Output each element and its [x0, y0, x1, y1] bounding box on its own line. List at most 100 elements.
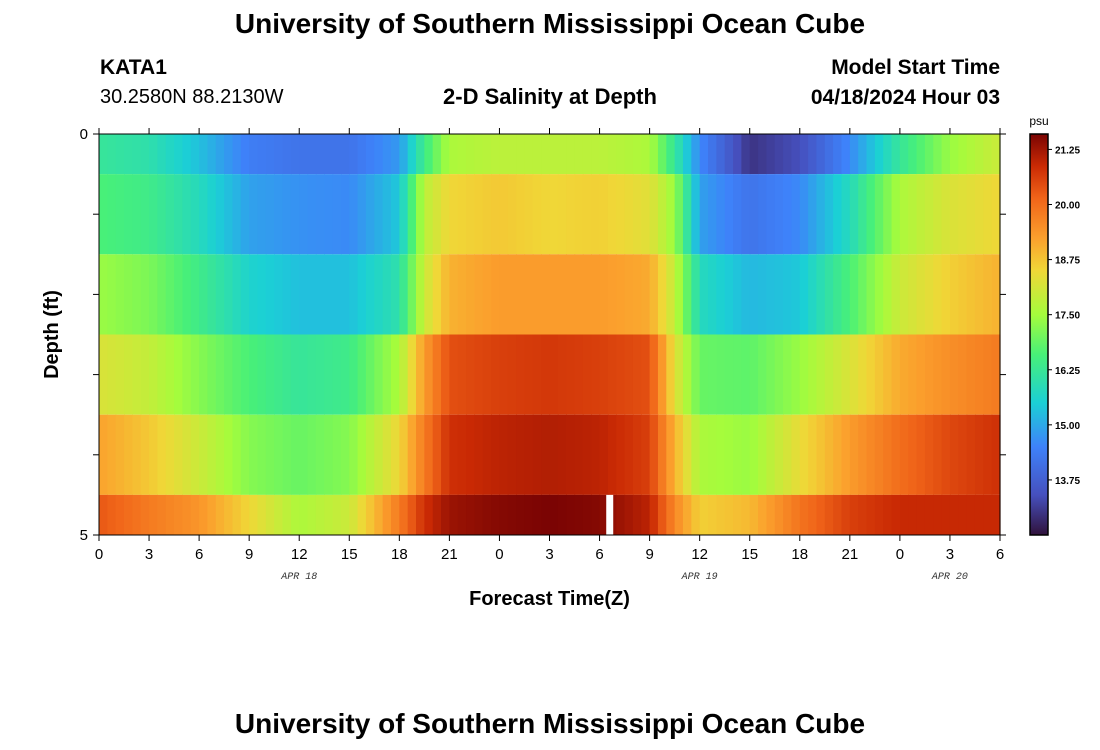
- heatmap-cell: [516, 414, 526, 495]
- heatmap-cell: [691, 494, 701, 535]
- heatmap-cell: [974, 334, 984, 415]
- colorbar-unit: psu: [1029, 114, 1048, 128]
- heatmap-cell: [99, 494, 108, 535]
- heatmap-cell: [474, 174, 484, 255]
- heatmap-cell: [574, 174, 584, 255]
- heatmap-cell: [232, 134, 242, 175]
- y-axis-title: Depth (ft): [41, 290, 63, 379]
- date-label: APR 19: [681, 572, 718, 583]
- heatmap-cell: [607, 254, 617, 335]
- heatmap-cell: [657, 414, 667, 495]
- heatmap-cell: [808, 334, 818, 415]
- heatmap-cell: [657, 254, 667, 335]
- heatmap-cell: [749, 414, 759, 495]
- heatmap-cell: [933, 414, 943, 495]
- heatmap-cell: [557, 334, 567, 415]
- heatmap-cell: [432, 414, 442, 495]
- heatmap-cell: [215, 494, 225, 535]
- heatmap-cell: [883, 254, 893, 335]
- heatmap-cell: [299, 494, 309, 535]
- heatmap-cell: [240, 254, 250, 335]
- heatmap-cell: [749, 334, 759, 415]
- heatmap-cell: [157, 254, 167, 335]
- heatmap-cell: [507, 334, 517, 415]
- heatmap-cell: [816, 254, 826, 335]
- heatmap-cell: [758, 254, 767, 335]
- heatmap-cell: [607, 134, 617, 175]
- heatmap-cell: [632, 414, 642, 495]
- heatmap-cell: [899, 334, 909, 415]
- heatmap-cell: [265, 174, 275, 255]
- heatmap-cell: [215, 414, 225, 495]
- heatmap-cell: [115, 334, 125, 415]
- heatmap-cell: [866, 174, 876, 255]
- heatmap-cell: [699, 414, 709, 495]
- heatmap-cell: [574, 254, 584, 335]
- heatmap-cell: [441, 334, 450, 415]
- heatmap-cell: [783, 494, 793, 535]
- heatmap-cell: [657, 334, 667, 415]
- colorbar-ticks: 21.25 20.00 18.75 17.50 16.25 15.00 13.75: [1048, 145, 1080, 487]
- heatmap-cell: [708, 134, 717, 175]
- heatmap-cell: [199, 254, 209, 335]
- heatmap-cell: [99, 134, 108, 175]
- heatmap-cell: [824, 334, 834, 415]
- heatmap-cell: [432, 134, 442, 175]
- heatmap-cell: [733, 134, 742, 175]
- x-tick-label: 6: [595, 546, 603, 563]
- heatmap-cell: [716, 134, 726, 175]
- heatmap-cell: [365, 414, 375, 495]
- heatmap-cell: [674, 134, 684, 175]
- heatmap-cell: [966, 414, 976, 495]
- heatmap-cell: [282, 414, 292, 495]
- heatmap-cell: [232, 254, 242, 335]
- heatmap-cell: [416, 334, 425, 415]
- heatmap-cell: [324, 254, 334, 335]
- heatmap-cell: [799, 414, 809, 495]
- colorbar-tick-label: 18.75: [1055, 256, 1080, 267]
- heatmap-cell: [941, 174, 951, 255]
- heatmap-cell: [115, 174, 125, 255]
- heatmap-cell: [624, 414, 634, 495]
- heatmap-cell: [691, 414, 701, 495]
- heatmap-cell: [666, 174, 676, 255]
- heatmap-cell: [766, 414, 776, 495]
- heatmap-cell: [224, 134, 234, 175]
- heatmap-cell: [516, 254, 526, 335]
- heatmap-cell: [265, 414, 275, 495]
- heatmap-cell: [624, 134, 634, 175]
- heatmap-cell: [808, 414, 818, 495]
- heatmap-cell: [641, 494, 651, 535]
- heatmap-cell: [474, 134, 484, 175]
- x-tick-label: 9: [245, 546, 253, 563]
- heatmap-cell: [149, 494, 158, 535]
- heatmap-cell: [991, 134, 1001, 175]
- heatmap-cell: [115, 254, 125, 335]
- heatmap-cell: [766, 174, 776, 255]
- heatmap-cell: [299, 174, 309, 255]
- heatmap-cell: [891, 174, 901, 255]
- heatmap-cell: [524, 174, 534, 255]
- heatmap-cell: [482, 494, 492, 535]
- heatmap-cell: [524, 334, 534, 415]
- heatmap-cell: [541, 254, 551, 335]
- heatmap-cell: [124, 494, 133, 535]
- heatmap-cell: [866, 134, 876, 175]
- heatmap-cell: [332, 334, 342, 415]
- heatmap-cell: [958, 254, 968, 335]
- heatmap-cell: [549, 174, 559, 255]
- heatmap-cell: [249, 134, 259, 175]
- heatmap-cell: [240, 334, 250, 415]
- heatmap-cell: [307, 494, 317, 535]
- heatmap-cell: [374, 334, 384, 415]
- heatmap-cell: [949, 254, 959, 335]
- heatmap-cell: [674, 254, 684, 335]
- heatmap-cell: [315, 134, 325, 175]
- heatmap-cell: [741, 134, 751, 175]
- heatmap-cell: [524, 134, 534, 175]
- x-tick-label: 0: [495, 546, 503, 563]
- heatmap-cell: [891, 414, 901, 495]
- heatmap-cell: [449, 414, 459, 495]
- heatmap-cell: [324, 134, 334, 175]
- heatmap-cell: [332, 494, 342, 535]
